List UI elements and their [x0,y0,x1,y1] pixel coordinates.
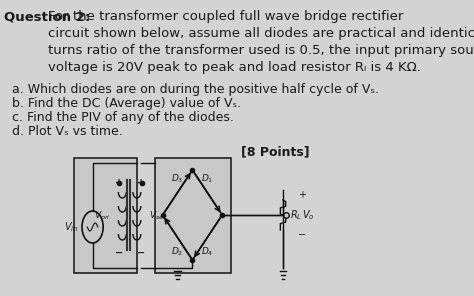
Text: $V_{sec}$: $V_{sec}$ [149,210,167,222]
Text: $V_{in}$: $V_{in}$ [64,220,78,234]
Text: +: + [137,178,146,188]
Text: $D_4$: $D_4$ [201,245,214,258]
Text: $D_1$: $D_1$ [201,172,213,184]
Text: $D_3$: $D_3$ [171,172,184,184]
Text: +: + [115,178,123,188]
Text: +: + [298,190,306,200]
Text: c. Find the PIV of any of the diodes.: c. Find the PIV of any of the diodes. [12,111,234,124]
Text: For the transformer coupled full wave bridge rectifier
circuit shown below, assu: For the transformer coupled full wave br… [47,10,474,74]
Text: b. Find the DC (Average) value of Vₛ.: b. Find the DC (Average) value of Vₛ. [12,97,241,110]
Text: −: − [115,248,123,258]
Text: [8 Points]: [8 Points] [241,145,310,158]
Text: Question 2:: Question 2: [4,10,90,23]
Text: −: − [137,248,146,258]
Text: $V_o$: $V_o$ [301,208,314,222]
Bar [74,158,137,273]
Text: −: − [298,230,306,240]
Bar [155,158,231,273]
Text: $R_L$: $R_L$ [290,208,302,222]
Text: $D_2$: $D_2$ [172,245,184,258]
Text: $V_{pri}$: $V_{pri}$ [94,210,110,223]
Text: a. Which diodes are on during the positive half cycle of Vₛ.: a. Which diodes are on during the positi… [12,83,379,96]
Circle shape [82,211,103,243]
Text: d. Plot Vₛ vs time.: d. Plot Vₛ vs time. [12,125,123,138]
